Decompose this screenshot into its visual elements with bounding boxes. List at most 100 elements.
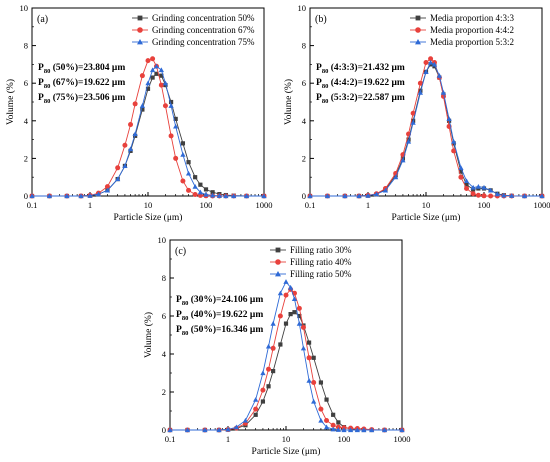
data-point	[231, 193, 237, 199]
data-point	[306, 355, 312, 361]
data-point	[46, 193, 53, 199]
data-point	[488, 193, 494, 199]
x-tick-label: 1000	[256, 200, 273, 210]
data-point	[382, 187, 389, 193]
data-point	[270, 320, 276, 326]
data-point	[253, 412, 258, 417]
data-point	[470, 191, 476, 197]
data-point	[336, 420, 341, 425]
p80-value: (4:3:3)=21.432 μm	[328, 62, 405, 73]
y-axis-label: Volume (%)	[5, 79, 16, 125]
data-point	[122, 163, 128, 169]
data-point	[423, 60, 429, 66]
x-tick-label: 1000	[394, 434, 411, 444]
legend-marker-square	[415, 15, 421, 21]
p80-symbol: P	[176, 325, 182, 335]
data-point	[311, 355, 316, 360]
data-point	[331, 412, 336, 417]
p80-symbol: P	[38, 93, 44, 103]
data-point	[365, 192, 371, 198]
data-point	[168, 133, 174, 139]
data-point	[342, 193, 348, 199]
data-point	[216, 427, 222, 433]
x-tick-label: 1	[366, 200, 370, 210]
data-point	[283, 279, 289, 284]
data-point	[463, 178, 470, 184]
data-point	[149, 67, 156, 73]
data-point	[400, 157, 406, 163]
data-point	[153, 63, 160, 69]
data-point	[185, 170, 192, 176]
legend-entry: Media proportion 4:3:3	[430, 13, 514, 23]
p80-annotation: P80 (30%)=24.106 μm	[176, 294, 263, 307]
data-point	[417, 89, 424, 95]
x-tick-label: 0.1	[27, 200, 38, 210]
legend-marker-triangle	[137, 39, 143, 45]
data-point	[139, 103, 146, 108]
y-tick-label: 0	[24, 191, 28, 201]
legend-entry: Filling ratio 30%	[290, 245, 352, 255]
data-point	[145, 58, 151, 64]
y-tick-label: 8	[302, 41, 306, 51]
data-point	[202, 427, 208, 433]
data-point	[458, 169, 464, 174]
data-point	[128, 122, 134, 128]
x-tick-label: 100	[338, 434, 351, 444]
data-point	[318, 380, 324, 385]
data-point	[173, 116, 178, 122]
p80-symbol: P	[38, 78, 44, 88]
p80-value: (30%)=24.106 μm	[188, 294, 263, 305]
data-point	[306, 340, 312, 345]
panel-label: (a)	[37, 14, 48, 25]
p80-value: (50%)=16.346 μm	[188, 324, 263, 335]
legend-entry: Grinding concentration 67%	[152, 25, 255, 35]
legend-marker-circle	[137, 27, 143, 33]
data-point	[266, 366, 272, 372]
data-point	[296, 305, 302, 311]
data-point	[159, 73, 164, 78]
y-tick-label: 8	[162, 273, 166, 283]
data-point	[167, 427, 173, 433]
data-point	[162, 103, 168, 109]
data-point	[168, 99, 174, 105]
data-point	[296, 320, 302, 326]
data-point	[311, 380, 317, 385]
data-point	[261, 193, 267, 199]
x-axis-label: Particle Size (μm)	[252, 446, 321, 457]
data-point	[192, 183, 198, 189]
y-tick-label: 6	[302, 78, 306, 88]
data-point	[300, 345, 307, 351]
p80-symbol: P	[316, 63, 322, 73]
y-tick-label: 8	[24, 41, 28, 51]
data-point	[260, 370, 266, 376]
y-tick-label: 4	[24, 116, 29, 126]
y-tick-label: 4	[162, 349, 167, 359]
data-point	[162, 80, 169, 86]
data-point	[475, 183, 482, 189]
y-tick-label: 6	[162, 311, 166, 321]
data-point	[481, 184, 487, 190]
data-point	[139, 73, 145, 79]
data-point	[318, 417, 324, 423]
data-point	[288, 312, 293, 317]
data-point	[373, 191, 380, 197]
data-point	[95, 191, 102, 197]
y-tick-label: 2	[302, 153, 306, 163]
data-point	[180, 178, 186, 184]
data-point	[127, 146, 134, 152]
data-point	[173, 123, 179, 129]
data-point	[270, 345, 276, 351]
data-point	[410, 120, 416, 125]
data-point	[168, 103, 174, 108]
data-point	[265, 343, 272, 349]
p80-symbol: P	[316, 93, 322, 103]
y-tick-label: 2	[162, 387, 166, 397]
x-axis-label: Particle Size (μm)	[114, 212, 183, 223]
data-point	[115, 176, 121, 182]
data-point	[283, 292, 289, 298]
x-tick-label: 1000	[534, 200, 550, 210]
data-point	[347, 427, 354, 433]
data-point	[470, 184, 476, 190]
data-point	[335, 427, 342, 432]
